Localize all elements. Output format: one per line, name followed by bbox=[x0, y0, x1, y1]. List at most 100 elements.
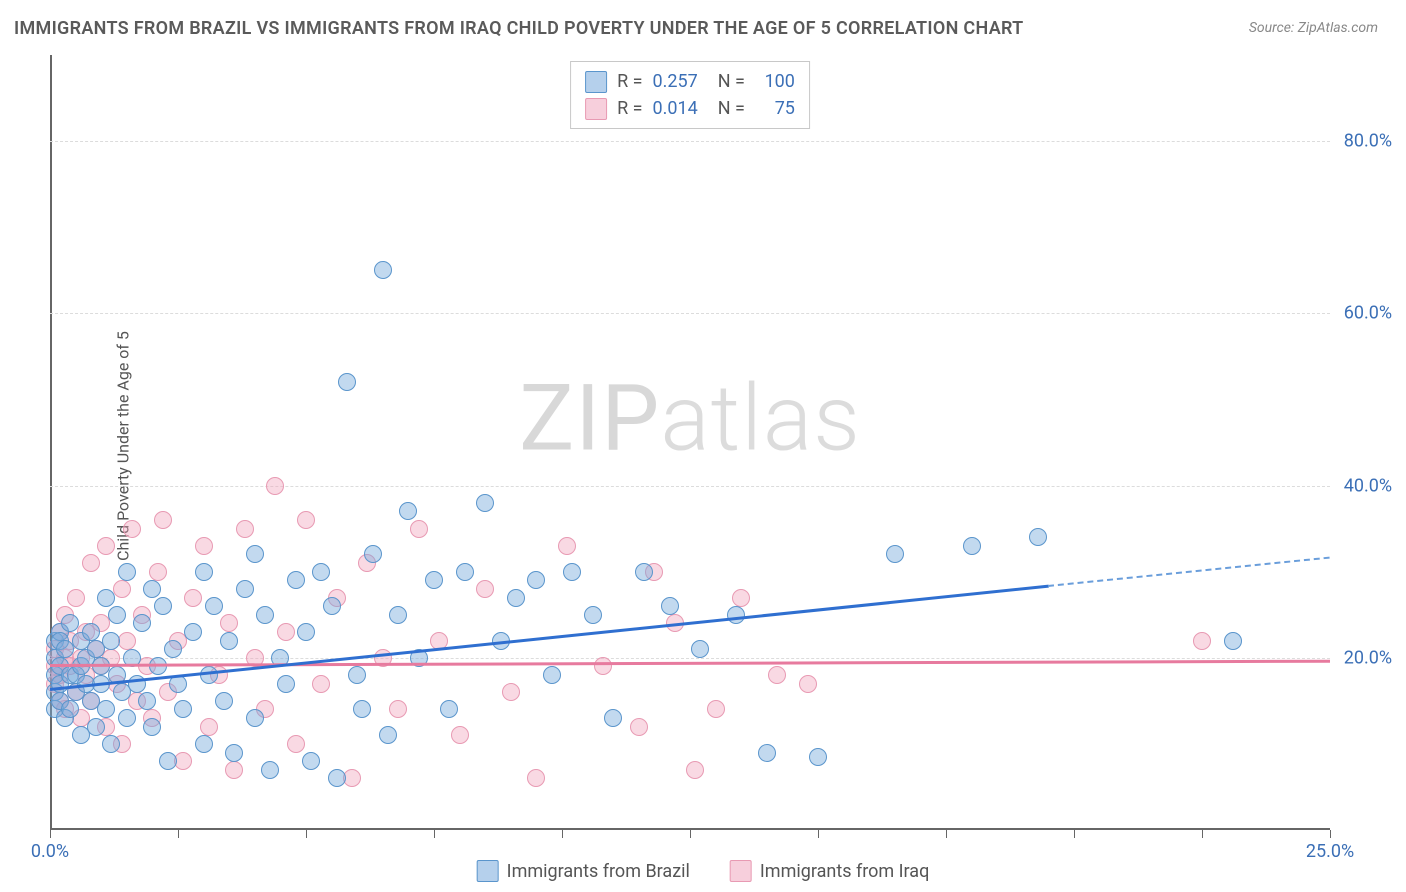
scatter-plot: ZIPatlas R =0.257N =100R =0.014N =75 20.… bbox=[50, 55, 1330, 830]
data-point bbox=[97, 537, 115, 555]
x-tick bbox=[306, 830, 307, 838]
data-point bbox=[799, 675, 817, 693]
watermark: ZIPatlas bbox=[519, 366, 861, 473]
data-point bbox=[82, 554, 100, 572]
data-point bbox=[256, 606, 274, 624]
legend-swatch bbox=[585, 98, 607, 120]
data-point bbox=[604, 709, 622, 727]
data-point bbox=[215, 692, 233, 710]
data-point bbox=[97, 589, 115, 607]
data-point bbox=[174, 700, 192, 718]
data-point bbox=[425, 571, 443, 589]
legend-r-value: 0.257 bbox=[653, 68, 698, 95]
data-point bbox=[727, 606, 745, 624]
data-point bbox=[266, 477, 284, 495]
data-point bbox=[502, 683, 520, 701]
gridline bbox=[50, 486, 1330, 487]
trend-line bbox=[50, 659, 1330, 666]
data-point bbox=[195, 537, 213, 555]
data-point bbox=[195, 735, 213, 753]
legend-r-label: R = bbox=[617, 95, 642, 122]
data-point bbox=[164, 640, 182, 658]
data-point bbox=[353, 700, 371, 718]
data-point bbox=[195, 563, 213, 581]
x-tick bbox=[562, 830, 563, 838]
data-point bbox=[118, 632, 136, 650]
data-point bbox=[543, 666, 561, 684]
data-point bbox=[527, 571, 545, 589]
data-point bbox=[1193, 632, 1211, 650]
data-point bbox=[440, 700, 458, 718]
data-point bbox=[809, 748, 827, 766]
data-point bbox=[312, 563, 330, 581]
x-tick bbox=[946, 830, 947, 838]
data-point bbox=[113, 580, 131, 598]
legend-label: Immigrants from Brazil bbox=[507, 861, 690, 882]
data-point bbox=[410, 520, 428, 538]
data-point bbox=[323, 597, 341, 615]
legend-swatch bbox=[477, 860, 499, 882]
x-tick bbox=[818, 830, 819, 838]
data-point bbox=[143, 580, 161, 598]
legend-row: R = 0.014 N = 75 bbox=[585, 95, 795, 122]
data-point bbox=[277, 675, 295, 693]
x-tick bbox=[50, 830, 51, 838]
data-point bbox=[686, 761, 704, 779]
data-point bbox=[732, 589, 750, 607]
x-tick-label: 0.0% bbox=[31, 841, 69, 862]
legend-item: Immigrants from Brazil bbox=[477, 860, 690, 882]
y-tick-label: 80.0% bbox=[1344, 131, 1392, 152]
data-point bbox=[133, 614, 151, 632]
x-tick bbox=[690, 830, 691, 838]
legend-swatch bbox=[585, 71, 607, 93]
data-point bbox=[399, 502, 417, 520]
data-point bbox=[61, 614, 79, 632]
data-point bbox=[236, 580, 254, 598]
data-point bbox=[149, 657, 167, 675]
data-point bbox=[82, 623, 100, 641]
y-tick-label: 20.0% bbox=[1344, 647, 1392, 668]
data-point bbox=[174, 752, 192, 770]
data-point bbox=[707, 700, 725, 718]
data-point bbox=[886, 545, 904, 563]
legend-swatch bbox=[730, 860, 752, 882]
data-point bbox=[61, 700, 79, 718]
data-point bbox=[225, 761, 243, 779]
data-point bbox=[108, 606, 126, 624]
legend-n-label: N = bbox=[718, 95, 745, 122]
data-point bbox=[343, 769, 361, 787]
data-point bbox=[143, 718, 161, 736]
data-point bbox=[205, 597, 223, 615]
data-point bbox=[287, 571, 305, 589]
data-point bbox=[1224, 632, 1242, 650]
gridline bbox=[50, 141, 1330, 142]
legend-n-label: N = bbox=[718, 68, 745, 95]
legend-correlation: R = 0.257 N = 100R = 0.014 N = 75 bbox=[570, 61, 810, 129]
data-point bbox=[451, 726, 469, 744]
y-tick-label: 40.0% bbox=[1344, 475, 1392, 496]
data-point bbox=[364, 545, 382, 563]
data-point bbox=[154, 597, 172, 615]
data-point bbox=[584, 606, 602, 624]
data-point bbox=[200, 718, 218, 736]
data-point bbox=[149, 563, 167, 581]
data-point bbox=[963, 537, 981, 555]
legend-n-value: 75 bbox=[755, 95, 795, 122]
legend-n-value: 100 bbox=[755, 68, 795, 95]
gridline bbox=[50, 658, 1330, 659]
data-point bbox=[159, 752, 177, 770]
data-point bbox=[97, 700, 115, 718]
data-point bbox=[563, 563, 581, 581]
data-point bbox=[297, 623, 315, 641]
data-point bbox=[220, 632, 238, 650]
data-point bbox=[123, 520, 141, 538]
data-point bbox=[768, 666, 786, 684]
legend-r-value: 0.014 bbox=[653, 95, 698, 122]
data-point bbox=[118, 563, 136, 581]
data-point bbox=[691, 640, 709, 658]
data-point bbox=[277, 623, 295, 641]
data-point bbox=[1029, 528, 1047, 546]
data-point bbox=[630, 718, 648, 736]
legend-row: R =0.257N =100 bbox=[585, 68, 795, 95]
x-tick bbox=[1074, 830, 1075, 838]
